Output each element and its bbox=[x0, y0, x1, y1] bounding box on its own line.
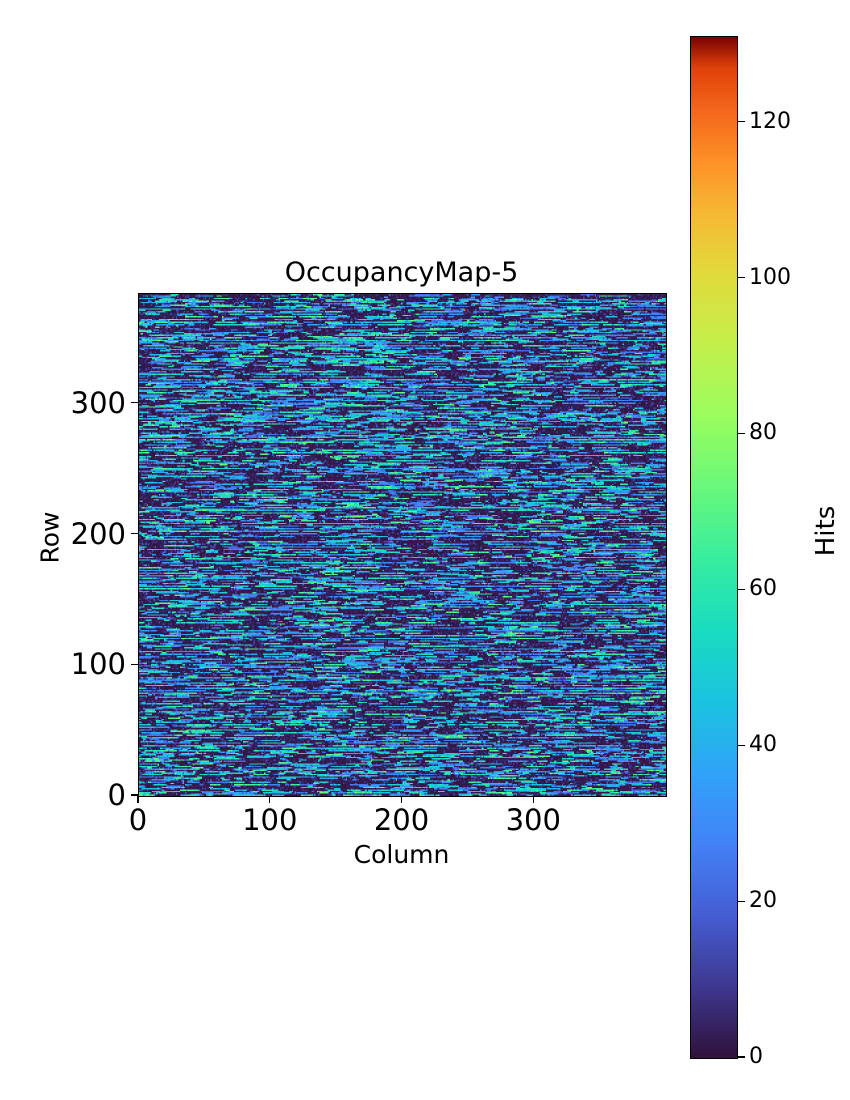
colorbar-tick-label: 20 bbox=[749, 888, 777, 914]
x-tick-label: 0 bbox=[128, 803, 148, 837]
occupancy-heatmap-image bbox=[139, 294, 666, 796]
y-tick-mark bbox=[131, 663, 138, 665]
colorbar-tick-mark bbox=[738, 121, 745, 123]
colorbar bbox=[690, 36, 738, 1059]
x-tick-mark bbox=[269, 796, 271, 803]
colorbar-tick-label: 40 bbox=[749, 732, 777, 758]
y-tick-label: 300 bbox=[70, 385, 126, 420]
colorbar-tick-label: 80 bbox=[749, 420, 777, 446]
y-tick-label: 100 bbox=[70, 647, 126, 682]
colorbar-tick-mark bbox=[738, 277, 745, 279]
page-title: OccupancyMap-5 bbox=[284, 257, 519, 288]
x-tick-label: 300 bbox=[505, 803, 561, 837]
x-tick-mark bbox=[532, 796, 534, 803]
colorbar-gradient bbox=[691, 37, 737, 1058]
x-tick-mark bbox=[400, 796, 403, 803]
colorbar-tick-label: 100 bbox=[749, 264, 791, 290]
colorbar-tick-mark bbox=[738, 744, 745, 746]
colorbar-tick-label: 60 bbox=[749, 576, 777, 602]
heatmap-axes bbox=[138, 293, 667, 797]
colorbar-tick-mark bbox=[738, 900, 745, 902]
colorbar-tick-mark bbox=[738, 1056, 745, 1058]
y-tick-mark bbox=[131, 402, 138, 404]
colorbar-tick-mark bbox=[738, 588, 745, 590]
x-axis-label: Column bbox=[353, 840, 450, 869]
y-tick-label: 0 bbox=[107, 778, 126, 812]
y-axis-label: Row bbox=[35, 511, 65, 564]
colorbar-tick-mark bbox=[738, 432, 745, 435]
colorbar-tick-label: 120 bbox=[749, 108, 791, 134]
colorbar-tick-label: 0 bbox=[749, 1044, 763, 1069]
y-tick-label: 200 bbox=[70, 516, 126, 551]
x-tick-label: 100 bbox=[242, 803, 298, 837]
y-tick-mark bbox=[131, 532, 138, 535]
colorbar-label: Hits bbox=[811, 505, 841, 557]
y-tick-mark bbox=[131, 794, 138, 796]
x-tick-label: 200 bbox=[373, 803, 430, 837]
x-tick-mark bbox=[137, 796, 139, 803]
